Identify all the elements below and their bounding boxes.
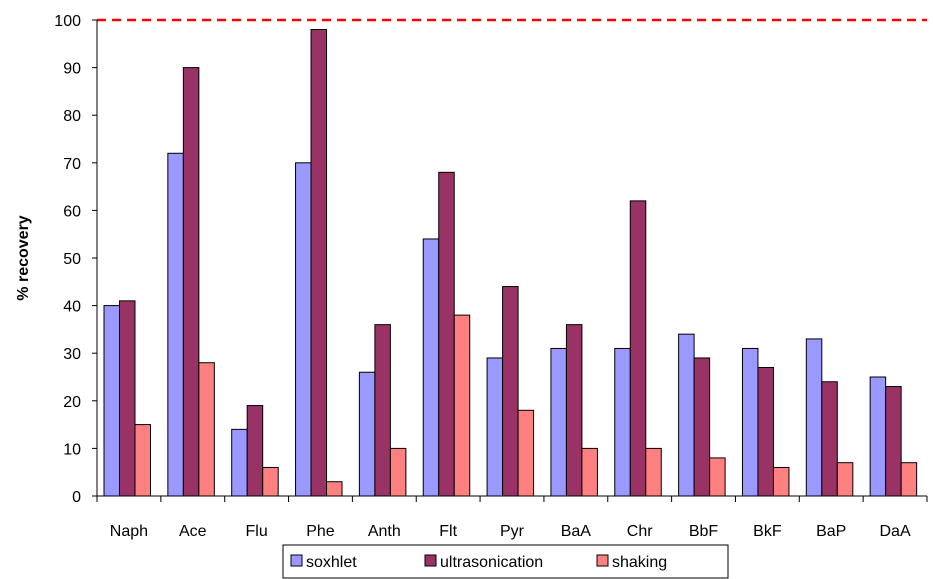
bar-ultrasonication-Ace [182,67,200,497]
bar-ultrasonication-Flu [246,405,264,497]
bar-shaking-Flt [453,314,471,497]
legend-swatch-shaking [596,554,609,567]
x-tick-label-Flt: Flt [439,523,457,540]
bar-shaking-Naph [134,424,151,497]
bar-soxhlet-Anth [358,371,376,497]
bar-soxhlet-BaA [550,347,567,497]
bar-soxhlet-Naph [103,305,120,497]
bar-shaking-BaP [836,462,854,497]
bar-ultrasonication-Pyr [502,286,519,497]
legend-label-shaking: shaking [612,554,667,571]
x-tick-label-Flu: Flu [245,523,267,540]
bar-ultrasonication-DaA [885,386,902,497]
x-tick-label-Naph: Naph [110,523,148,540]
x-tick-label-BbF: BbF [689,523,719,540]
x-tick-label-BaP: BaP [816,523,846,540]
y-tick-label: 30 [63,346,81,363]
y-tick-label: 0 [72,489,81,506]
x-tick-label-DaA: DaA [880,523,911,540]
bar-ultrasonication-BkF [757,366,774,497]
y-tick-label: 10 [63,441,81,458]
bar-ultrasonication-Anth [374,324,391,497]
bar-ultrasonication-Chr [629,200,647,497]
x-tick-label-Chr: Chr [627,523,653,540]
bar-shaking-DaA [900,462,918,497]
x-tick-label-BkF: BkF [753,523,782,540]
bar-soxhlet-Phe [295,162,312,497]
bar-soxhlet-BkF [741,347,759,497]
bar-shaking-Chr [645,447,662,497]
y-tick-labels: 0 10 20 30 40 50 60 70 80 90 100 [54,13,81,506]
bar-soxhlet-Pyr [486,357,504,497]
bar-soxhlet-Flt [422,238,440,497]
y-tick-label: 100 [54,13,81,30]
bar-ultrasonication-BbF [693,357,711,497]
x-tick-label-BaA: BaA [561,523,592,540]
x-tick-label-Anth: Anth [368,523,401,540]
bar-shaking-Phe [326,481,343,497]
bar-ultrasonication-Phe [310,29,328,497]
bar-soxhlet-BbF [678,333,695,497]
bar-soxhlet-DaA [869,376,887,497]
x-tick-label-Ace: Ace [179,523,207,540]
legend: soxhlet ultrasonication shaking [282,544,729,579]
x-tick-label-Pyr: Pyr [500,523,525,540]
bar-ultrasonication-Naph [119,300,136,497]
y-axis-title: % recovery [15,215,32,300]
y-tick-label: 90 [63,61,81,78]
bar-shaking-BaA [581,447,598,497]
y-tick-label: 60 [63,203,81,220]
bar-shaking-BbF [709,457,726,497]
y-tick-label: 20 [63,394,81,411]
bar-shaking-Ace [198,362,215,497]
bar-ultrasonication-BaA [565,324,583,497]
bar-ultrasonication-BaP [821,381,838,497]
bar-shaking-BkF [772,466,790,497]
x-tick-labels: Naph Ace Flu Phe Anth Flt Pyr BaA Chr BbF BkF BaP Da… [110,523,911,540]
bar-shaking-Anth [389,447,407,497]
legend-box [282,544,729,579]
legend-swatch-ultrasonication [424,554,437,567]
y-tick-label: 50 [63,251,81,268]
bar-ultrasonication-Flt [438,171,455,497]
bar-shaking-Flu [262,466,279,497]
bar-soxhlet-Chr [614,347,631,497]
y-tick-label: 40 [63,299,81,316]
x-tick-label-Phe: Phe [306,523,335,540]
bar-soxhlet-Flu [231,428,248,497]
bar-shaking-Pyr [517,409,535,497]
bar-soxhlet-BaP [805,338,823,497]
legend-label-ultrasonication: ultrasonication [440,554,543,571]
axes-layer [92,19,928,502]
legend-label-soxhlet: soxhlet [306,554,357,571]
y-tick-label: 80 [63,108,81,125]
bar-soxhlet-Ace [167,152,184,497]
legend-swatch-soxhlet [290,554,303,567]
bars-layer [103,29,918,497]
y-tick-label: 70 [63,156,81,173]
